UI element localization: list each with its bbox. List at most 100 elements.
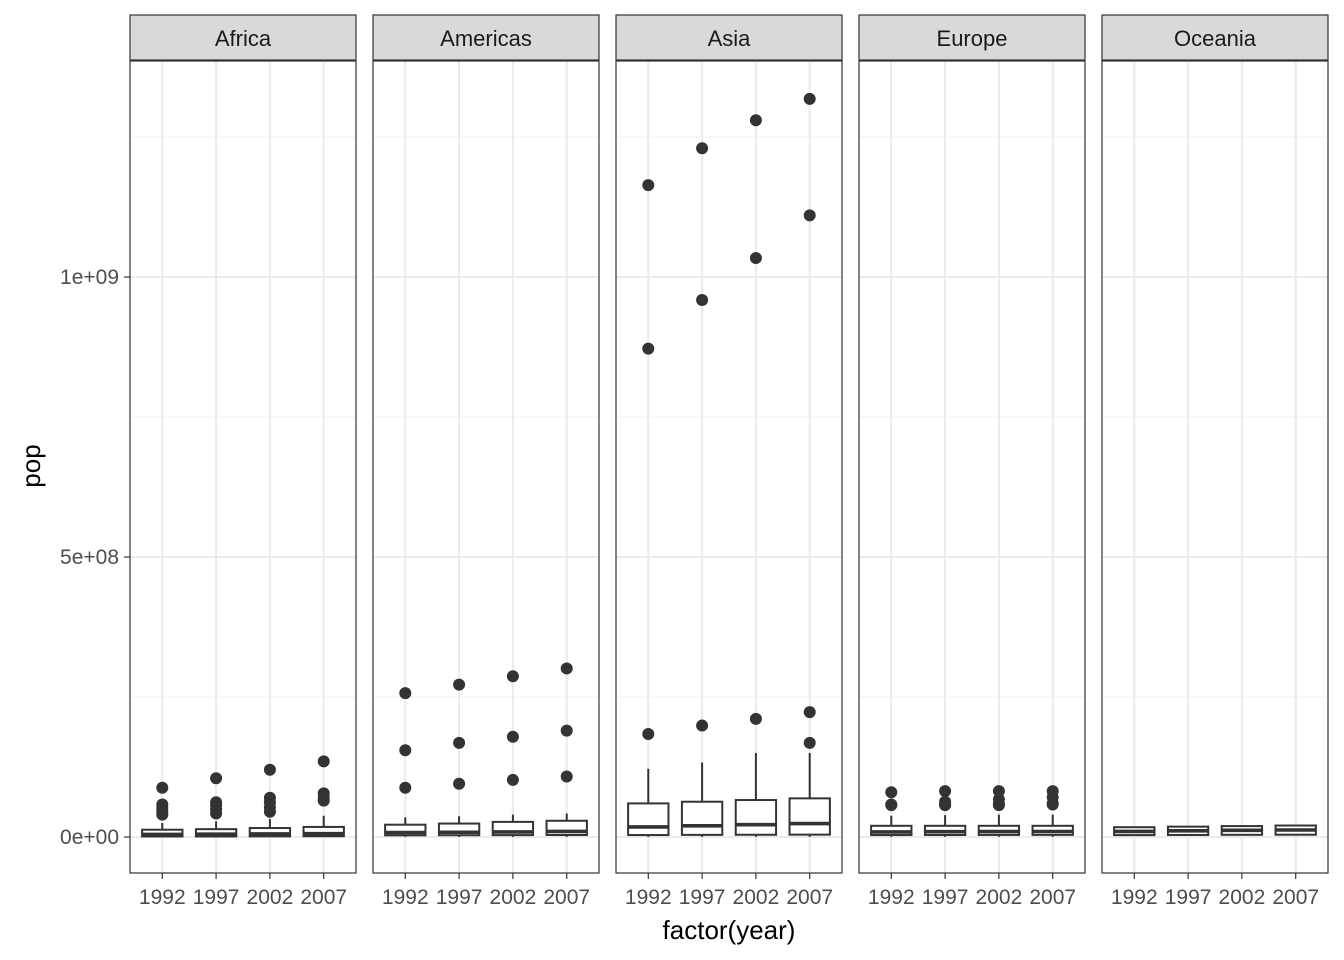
outlier-point xyxy=(453,678,466,691)
facet-panel-africa: Africa 1992 1997 2002 2007 xyxy=(129,14,357,909)
box-iqr xyxy=(302,825,345,838)
boxplot-africa-1992 xyxy=(141,781,184,838)
outlier-point xyxy=(453,736,466,749)
outlier-point xyxy=(210,772,223,785)
outlier-point xyxy=(642,179,655,192)
facet-strip xyxy=(372,14,600,61)
boxplot-europe-2007 xyxy=(1031,785,1074,837)
y-tick-label: 0e+00 xyxy=(60,826,119,849)
x-tick-label: 1997 xyxy=(193,886,240,909)
x-tick-label: 2007 xyxy=(1029,886,1076,909)
facet-strip-label: Oceania xyxy=(1174,26,1257,51)
y-axis-title: pop xyxy=(16,444,46,487)
outlier-point xyxy=(749,251,762,264)
facet-panels: Africa 1992 1997 2002 2007 Americas 1992 1997 20… xyxy=(129,14,1329,909)
x-tick-label: 2002 xyxy=(247,886,294,909)
outlier-point xyxy=(399,781,412,794)
outlier-point xyxy=(803,736,816,749)
panel-background xyxy=(373,61,599,873)
outlier-point xyxy=(1046,785,1059,798)
facet-strip xyxy=(129,14,357,61)
facet-strip-label: Europe xyxy=(937,26,1008,51)
outlier-point xyxy=(506,730,519,743)
outlier-point xyxy=(317,755,330,768)
boxplot-oceania-1997 xyxy=(1166,825,1210,836)
boxplot-africa-1997 xyxy=(194,772,238,838)
y-tick-label: 5e+08 xyxy=(60,546,119,569)
boxplot-americas-2007 xyxy=(545,662,588,837)
panel-background xyxy=(130,61,356,873)
box-iqr xyxy=(384,823,427,837)
x-axis-title: factor(year) xyxy=(663,915,796,945)
boxplot-asia-1997 xyxy=(680,142,724,837)
x-tick-label: 1997 xyxy=(1165,886,1212,909)
x-tick-label: 1992 xyxy=(139,886,186,909)
boxplot-europe-2002 xyxy=(977,785,1021,837)
outlier-point xyxy=(560,724,573,737)
outlier-point xyxy=(939,785,952,798)
x-tick-label: 1992 xyxy=(382,886,429,909)
outlier-point xyxy=(263,791,276,804)
outlier-point xyxy=(560,662,573,675)
facet-strip-label: Asia xyxy=(708,26,752,51)
boxplot-europe-1992 xyxy=(870,786,913,837)
x-tick-label: 2007 xyxy=(786,886,833,909)
x-tick-label: 2002 xyxy=(490,886,537,909)
boxplot-asia-2007 xyxy=(788,92,831,837)
boxplot-oceania-2002 xyxy=(1220,825,1264,836)
outlier-point xyxy=(749,712,762,725)
x-tick-label: 1992 xyxy=(1111,886,1158,909)
boxplot-africa-2007 xyxy=(302,755,345,838)
outlier-point xyxy=(696,719,709,732)
panel-background xyxy=(859,61,1085,873)
boxplot-europe-1997 xyxy=(923,785,967,837)
panel-background xyxy=(616,61,842,873)
outlier-point xyxy=(317,787,330,800)
box-iqr xyxy=(734,799,778,836)
outlier-point xyxy=(560,770,573,783)
boxplot-americas-1997 xyxy=(437,678,481,837)
outlier-point xyxy=(885,786,898,799)
outlier-point xyxy=(642,727,655,740)
facet-panel-oceania: Oceania 1992 1997 2002 2007 xyxy=(1101,14,1329,909)
outlier-point xyxy=(803,209,816,222)
boxplot-asia-2002 xyxy=(734,114,778,837)
facet-strip xyxy=(1101,14,1329,61)
outlier-point xyxy=(885,798,898,811)
outlier-point xyxy=(642,342,655,355)
boxplot-africa-2002 xyxy=(248,763,292,838)
facet-strip xyxy=(858,14,1086,61)
outlier-point xyxy=(399,687,412,700)
box-iqr xyxy=(437,822,481,837)
outlier-point xyxy=(749,114,762,127)
facet-panel-americas: Americas 1992 1997 2002 2007 xyxy=(372,14,600,909)
boxplot-asia-1992 xyxy=(627,179,670,837)
boxplot-oceania-1992 xyxy=(1113,826,1156,837)
x-tick-label: 2007 xyxy=(300,886,347,909)
x-tick-label: 2007 xyxy=(1272,886,1319,909)
outlier-point xyxy=(506,670,519,683)
facet-strip-label: Africa xyxy=(215,26,272,51)
x-tick-label: 2002 xyxy=(733,886,780,909)
outlier-point xyxy=(939,795,952,808)
x-tick-label: 2002 xyxy=(1219,886,1266,909)
panel-border xyxy=(372,60,600,874)
box-iqr xyxy=(627,802,670,837)
outlier-point xyxy=(156,798,169,811)
x-tick-label: 1997 xyxy=(436,886,483,909)
panel-background xyxy=(1102,61,1328,873)
box-iqr xyxy=(788,797,831,836)
x-tick-label: 1992 xyxy=(625,886,672,909)
outlier-point xyxy=(803,706,816,719)
y-tick-label: 1e+09 xyxy=(60,266,119,289)
y-axis: 0e+00 5e+08 1e+09 xyxy=(60,266,130,849)
outlier-point xyxy=(263,763,276,776)
outlier-point xyxy=(696,293,709,306)
outlier-point xyxy=(696,142,709,155)
outlier-point xyxy=(156,781,169,794)
box-iqr xyxy=(680,800,724,836)
panel-border xyxy=(858,60,1086,874)
x-tick-label: 2007 xyxy=(543,886,590,909)
boxplot-oceania-2007 xyxy=(1274,824,1317,836)
